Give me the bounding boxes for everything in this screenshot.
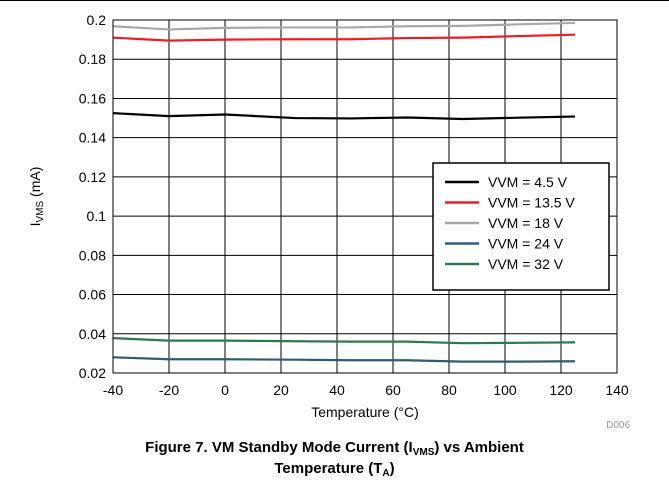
series-line <box>112 356 576 363</box>
caption-line-1-text: Figure 7. VM Standby Mode Current (I <box>145 439 413 456</box>
x-tick-label: -40 <box>103 382 123 398</box>
y-tick-label: 0.12 <box>79 169 106 185</box>
series-line <box>112 336 576 345</box>
plot-frame <box>112 19 618 374</box>
top-rule <box>0 0 669 1</box>
y-tick-label: 0.04 <box>79 326 106 342</box>
legend-label: VVM = 18 V <box>488 215 564 231</box>
line-chart: 0.02 0.04 0.06 0.08 0.1 0.12 0.14 0.16 0.18 0.2 -… <box>27 12 630 430</box>
legend-label: VVM = 32 V <box>488 256 564 272</box>
caption-line-2-subscript: A <box>382 468 390 479</box>
figure-caption: Figure 7. VM Standby Mode Current (IVMS)… <box>0 437 669 479</box>
caption-line-2-text: Temperature (T <box>274 460 383 477</box>
x-tick-label: 140 <box>605 382 629 398</box>
y-tick-label: 0.06 <box>79 287 106 303</box>
series-lines <box>112 21 576 363</box>
y-axis-label-sub: VMS <box>35 201 46 223</box>
y-axis-label-unit: (mA) <box>27 167 43 201</box>
y-tick-labels: 0.02 0.04 0.06 0.08 0.1 0.12 0.14 0.16 0.18 0.2 <box>79 12 106 381</box>
caption-line-2: Temperature (TA) <box>0 458 669 479</box>
x-axis-label: Temperature (°C) <box>311 404 419 420</box>
y-tick-label: 0.02 <box>79 365 106 381</box>
y-tick-label: 0.2 <box>87 12 107 28</box>
x-tick-label: 20 <box>273 382 289 398</box>
y-tick-label: 0.16 <box>79 90 106 106</box>
series-line <box>112 33 576 42</box>
legend-label: VVM = 24 V <box>488 236 564 252</box>
x-tick-label: 40 <box>329 382 345 398</box>
y-tick-label: 0.18 <box>79 51 106 67</box>
series-line <box>112 112 576 121</box>
series-line <box>112 21 576 31</box>
caption-line-2-end: ) <box>389 460 395 477</box>
caption-line-1-subscript: VMS <box>412 447 435 458</box>
caption-line-1-end: ) vs Ambient <box>434 439 524 456</box>
x-tick-label: 120 <box>549 382 573 398</box>
legend: VVM = 4.5 V VVM = 13.5 V VVM = 18 V VVM = 2… <box>432 162 610 291</box>
legend-label: VVM = 13.5 V <box>488 195 575 211</box>
x-tick-label: 0 <box>221 382 229 398</box>
x-tick-label: 100 <box>493 382 517 398</box>
y-axis-label-main: I <box>27 223 43 227</box>
x-tick-label: -20 <box>159 382 179 398</box>
x-tick-label: 60 <box>385 382 401 398</box>
x-tick-label: 80 <box>441 382 457 398</box>
y-tick-label: 0.1 <box>87 208 107 224</box>
y-tick-label: 0.08 <box>79 247 106 263</box>
figure-code: D006 <box>606 420 630 430</box>
y-axis-label: IVMS (mA) <box>27 167 46 227</box>
x-tick-labels: -40 -20 0 20 40 60 80 100 120 140 <box>103 382 629 398</box>
legend-label: VVM = 4.5 V <box>488 174 568 190</box>
y-tick-label: 0.14 <box>79 130 106 146</box>
caption-line-1: Figure 7. VM Standby Mode Current (IVMS)… <box>0 437 669 458</box>
legend-box <box>432 162 610 291</box>
